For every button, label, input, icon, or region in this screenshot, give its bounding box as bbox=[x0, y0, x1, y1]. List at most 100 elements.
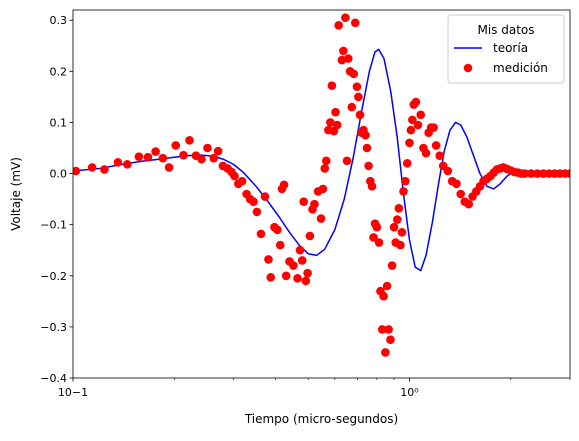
measurement-point bbox=[273, 225, 282, 235]
measurement-point bbox=[197, 154, 206, 164]
measurement-point bbox=[143, 152, 153, 162]
plot-frame bbox=[72, 9, 571, 379]
y-tick-label: −0.4 bbox=[40, 372, 67, 385]
y-tick-label: −0.2 bbox=[40, 270, 67, 283]
measurement-point bbox=[289, 261, 298, 270]
measurement-point bbox=[203, 143, 212, 153]
measurement-point bbox=[526, 169, 536, 178]
measurement-point bbox=[213, 146, 223, 156]
legend-box bbox=[447, 14, 565, 84]
legend: Mis datos teoría medición bbox=[447, 14, 565, 84]
measurement-point bbox=[344, 54, 353, 63]
y-tick-label: 0.3 bbox=[50, 14, 68, 27]
measurement-point bbox=[134, 152, 144, 161]
measurement-series bbox=[73, 13, 570, 357]
measurement-point bbox=[327, 81, 337, 90]
measurement-point bbox=[310, 199, 319, 209]
measurement-point bbox=[334, 21, 343, 30]
measurement-point bbox=[456, 189, 466, 199]
y-axis-label: Voltaje (mV) bbox=[9, 157, 23, 231]
measurement-point bbox=[533, 169, 542, 178]
measurement-point bbox=[158, 153, 168, 163]
measurement-point bbox=[164, 163, 174, 172]
measurement-point bbox=[397, 228, 407, 237]
measurement-point bbox=[301, 276, 311, 286]
measurement-point bbox=[73, 166, 81, 176]
measurement-point bbox=[305, 231, 315, 241]
measurement-point bbox=[303, 268, 312, 278]
measurement-point bbox=[230, 171, 239, 181]
measurement-point bbox=[361, 130, 370, 140]
y-tick-label: −0.1 bbox=[40, 219, 67, 232]
measurement-point bbox=[179, 150, 188, 160]
measurement-point bbox=[342, 156, 352, 166]
measurement-point bbox=[281, 271, 291, 281]
measurement-point bbox=[316, 214, 326, 223]
measurement-point bbox=[372, 222, 382, 232]
measurement-point bbox=[421, 148, 431, 158]
measurement-point bbox=[382, 281, 392, 291]
measurement-point bbox=[352, 82, 362, 91]
measurement-point bbox=[565, 169, 570, 178]
legend-marker-swatch bbox=[463, 63, 473, 73]
measurement-point bbox=[264, 255, 273, 264]
y-tick-label: 0.2 bbox=[50, 65, 68, 78]
measurement-point bbox=[100, 165, 109, 174]
measurement-point bbox=[381, 348, 390, 357]
legend-entry-label: medición bbox=[493, 61, 548, 75]
measurement-point bbox=[431, 141, 441, 150]
measurement-point bbox=[293, 274, 302, 283]
measurement-point bbox=[279, 180, 289, 190]
measurement-point bbox=[386, 335, 395, 344]
axis-ticks: −0.4 −0.3 −0.2 −0.1 0.0 0.1 0.2 0.3 10−1 10⁰ bbox=[40, 14, 571, 399]
measurement-point bbox=[332, 120, 342, 130]
measurement-point bbox=[347, 102, 357, 112]
measurement-point bbox=[374, 238, 384, 247]
legend-title: Mis datos bbox=[477, 23, 534, 37]
measurement-point bbox=[113, 158, 123, 167]
measurement-point bbox=[322, 156, 331, 166]
measurement-point bbox=[408, 115, 417, 125]
measurement-point bbox=[413, 120, 423, 130]
measurement-point bbox=[411, 97, 421, 107]
measurement-point bbox=[266, 273, 276, 282]
measurement-point bbox=[341, 13, 350, 22]
measurement-point bbox=[354, 92, 363, 102]
measurement-point bbox=[295, 245, 305, 255]
measurement-point bbox=[256, 229, 266, 239]
measurement-point bbox=[252, 207, 262, 217]
x-tick-label: 10⁰ bbox=[400, 386, 419, 399]
measurement-point bbox=[364, 161, 373, 171]
measurement-point bbox=[237, 176, 247, 186]
measurement-point bbox=[209, 153, 219, 163]
measurement-point bbox=[399, 187, 408, 196]
measurement-point bbox=[367, 182, 377, 191]
measurement-point bbox=[464, 199, 474, 209]
measurement-point bbox=[394, 204, 404, 213]
measurement-point bbox=[275, 240, 285, 250]
measurement-point bbox=[350, 18, 360, 28]
x-axis-label: Tiempo (micro-segundos) bbox=[244, 412, 398, 426]
legend-entry-label: teoría bbox=[493, 41, 528, 55]
measurement-point bbox=[249, 197, 258, 206]
measurement-point bbox=[429, 123, 438, 132]
measurement-point bbox=[392, 215, 402, 224]
measurement-point bbox=[331, 107, 340, 117]
measurement-point bbox=[326, 118, 335, 127]
measurement-point bbox=[297, 256, 307, 265]
measurement-point bbox=[435, 151, 445, 160]
measurement-point bbox=[405, 138, 414, 148]
measurement-point bbox=[320, 164, 330, 173]
measurement-point bbox=[318, 184, 328, 194]
measurement-point bbox=[401, 176, 410, 186]
measurement-point bbox=[260, 192, 270, 201]
measurement-point bbox=[452, 179, 461, 189]
measurement-point bbox=[406, 125, 416, 135]
measurement-point bbox=[362, 143, 372, 153]
y-tick-label: 0.0 bbox=[50, 168, 68, 181]
measurement-point bbox=[339, 46, 348, 56]
measurement-point bbox=[520, 169, 529, 178]
measurement-point bbox=[387, 261, 397, 270]
measurement-point bbox=[389, 222, 399, 232]
